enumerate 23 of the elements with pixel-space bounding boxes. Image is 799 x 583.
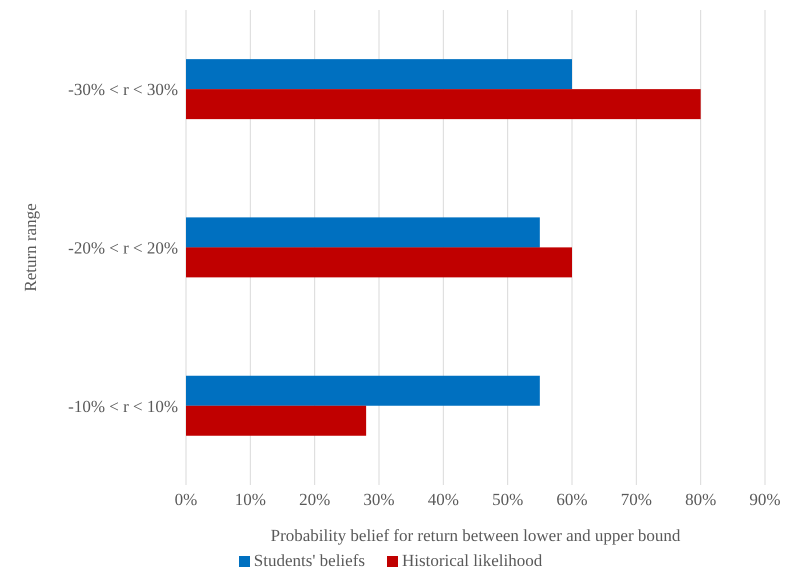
bar (186, 89, 701, 120)
x-tick-label: 10% (234, 490, 266, 510)
x-tick-label: 70% (620, 490, 652, 510)
x-tick-label: 80% (685, 490, 716, 510)
legend-label: Students' beliefs (254, 551, 365, 571)
x-tick-label: 60% (556, 490, 588, 510)
x-tick-label: 50% (492, 490, 524, 510)
y-axis-title: Return range (21, 203, 40, 292)
y-tick-label: -20% < r < 20% (68, 238, 178, 258)
bar (186, 406, 366, 436)
x-tick-label: 20% (299, 490, 330, 510)
bar (186, 217, 540, 248)
legend-label: Historical likelihood (402, 551, 542, 571)
x-axis-title: Probability belief for return between lower and upper bound (270, 526, 681, 545)
y-tick-label: -10% < r < 10% (68, 396, 178, 416)
y-tick-label: -30% < r < 30% (68, 80, 178, 100)
x-tick-label: 0% (174, 490, 198, 510)
x-tick-label: 40% (428, 490, 459, 510)
x-tick-label: 90% (749, 490, 781, 510)
bar (186, 376, 540, 406)
bar (186, 59, 572, 90)
x-tick-label: 30% (363, 490, 395, 510)
bar (186, 247, 572, 278)
